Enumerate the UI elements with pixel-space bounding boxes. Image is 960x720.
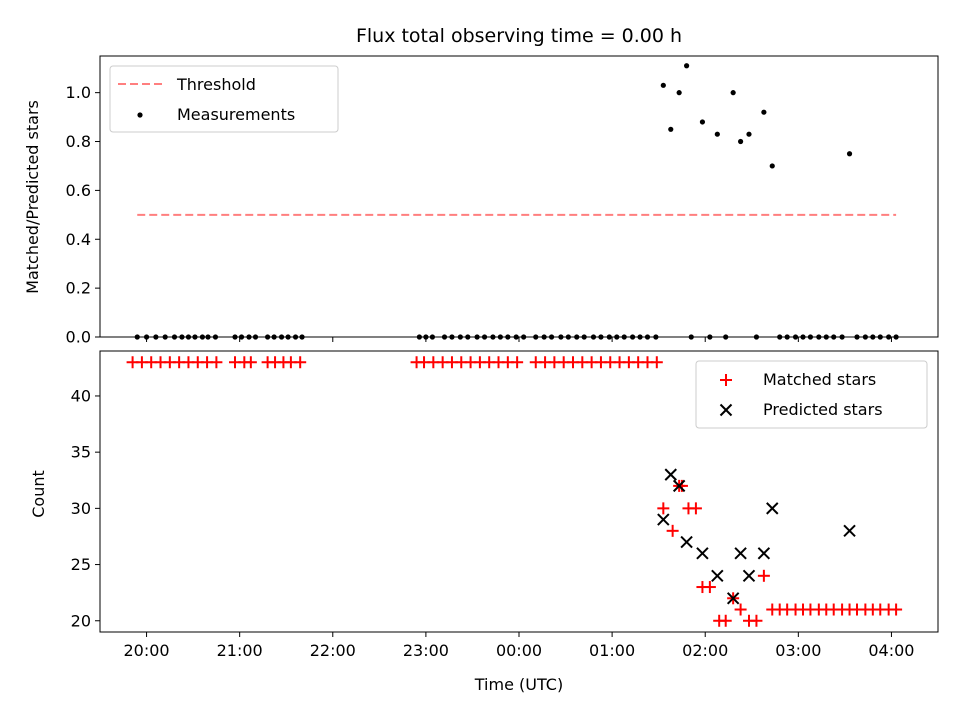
measurement-point xyxy=(668,126,674,132)
x-tick-label: 22:00 xyxy=(310,641,356,660)
matched-star-point xyxy=(511,356,524,369)
matched-star-point xyxy=(689,502,702,515)
matched-star-point xyxy=(210,356,223,369)
x-tick-label: 02:00 xyxy=(682,641,728,660)
matched-star-point xyxy=(750,614,763,627)
matched-star-point xyxy=(703,581,716,594)
bottom-plot-frame xyxy=(99,350,939,633)
matched-star-point xyxy=(734,603,747,616)
measurements-legend-label: Measurements xyxy=(177,105,295,124)
predicted-star-point xyxy=(657,513,670,526)
matched-legend-label: Matched stars xyxy=(763,370,876,389)
x-tick-label: 00:00 xyxy=(496,641,542,660)
top-legend-box xyxy=(109,65,339,133)
bottom-legend-box xyxy=(695,360,928,429)
predicted-star-point xyxy=(742,569,756,583)
bottom-y-tick-label: 25 xyxy=(71,555,91,574)
measurement-point xyxy=(676,90,682,96)
predicted-legend-label: Predicted stars xyxy=(763,400,883,419)
bottom-y-ticks: 20 25 30 35 40 xyxy=(71,386,100,630)
x-tick-label: 21:00 xyxy=(217,641,263,660)
predicted-star-point xyxy=(766,502,779,515)
top-y-tick-label: 1.0 xyxy=(66,83,91,102)
top-y-ticks: 0.0 0.2 0.4 0.6 0.8 1.0 xyxy=(66,83,100,347)
measurement-point xyxy=(746,131,752,137)
bottom-x-ticks: 20:00 21:00 22:00 23:00 00:00 01:00 02:00 03:00… xyxy=(124,632,914,660)
matched-star-point xyxy=(890,603,903,616)
measurements-legend-swatch xyxy=(137,112,143,118)
matched-star-point xyxy=(657,502,670,515)
measurement-point xyxy=(738,138,744,145)
bottom-y-tick-label: 40 xyxy=(71,386,91,405)
bottom-panel: 20 25 30 35 40 20:00 21:00 22:00 23:00 00:00 01:0… xyxy=(29,350,939,694)
x-tick-label: 01:00 xyxy=(589,641,635,660)
predicted-star-point xyxy=(711,569,724,583)
predicted-star-point xyxy=(726,592,740,605)
predicted-star-point xyxy=(672,479,686,493)
measurement-point xyxy=(769,163,775,169)
bottom-y-tick-label: 20 xyxy=(71,611,91,630)
matched-star-point xyxy=(757,569,770,582)
predicted-star-point xyxy=(757,547,771,560)
bottom-y-axis-label: Count xyxy=(29,470,48,518)
top-legend: Threshold Measurements xyxy=(109,65,339,133)
measurement-point xyxy=(699,119,706,125)
measurement-point xyxy=(761,109,767,115)
x-axis-label: Time (UTC) xyxy=(474,675,563,694)
x-tick-label: 23:00 xyxy=(403,641,449,660)
top-x-ticks xyxy=(146,337,892,342)
matched-star-point xyxy=(650,356,663,369)
bottom-y-tick-label: 30 xyxy=(71,499,91,518)
predicted-star-point xyxy=(696,547,709,560)
bottom-y-tick-label: 35 xyxy=(71,443,91,462)
measurement-point xyxy=(660,82,666,88)
top-plot-frame xyxy=(99,55,939,338)
predicted-star-point xyxy=(664,468,677,481)
predicted-legend-swatch xyxy=(719,403,733,417)
chart-title: Flux total observing time = 0.00 h xyxy=(356,25,682,47)
count-points-layer xyxy=(126,356,903,627)
measurement-point xyxy=(714,131,720,137)
matched-star-point xyxy=(244,356,257,369)
x-tick-label: 04:00 xyxy=(868,641,914,660)
predicted-legend-marker xyxy=(719,403,733,417)
x-tick-label: 03:00 xyxy=(775,641,821,660)
predicted-star-point xyxy=(680,535,693,549)
top-y-tick-label: 0.8 xyxy=(66,132,91,151)
measurement-point xyxy=(730,90,736,96)
threshold-legend-label: Threshold xyxy=(176,75,256,94)
x-tick-label: 20:00 xyxy=(124,641,170,660)
measurement-point xyxy=(684,63,690,69)
matched-star-point xyxy=(294,356,307,369)
matched-star-point xyxy=(719,614,732,627)
top-y-tick-label: 0.2 xyxy=(66,279,91,298)
top-y-tick-label: 0.0 xyxy=(66,328,91,347)
measurement-point xyxy=(846,151,853,157)
matched-legend-swatch xyxy=(720,374,732,386)
top-y-tick-label: 0.4 xyxy=(66,230,91,249)
predicted-star-point xyxy=(843,524,856,538)
predicted-star-point xyxy=(734,547,747,560)
matched-legend-marker xyxy=(720,374,732,386)
top-y-tick-label: 0.6 xyxy=(66,181,91,200)
bottom-legend: Matched stars Predicted stars xyxy=(695,360,928,429)
top-y-axis-label: Matched/Predicted stars xyxy=(23,100,42,294)
matched-star-point xyxy=(666,524,679,537)
top-panel: 0.0 0.2 0.4 0.6 0.8 1.0 Matched/Predicted sta… xyxy=(23,55,939,347)
